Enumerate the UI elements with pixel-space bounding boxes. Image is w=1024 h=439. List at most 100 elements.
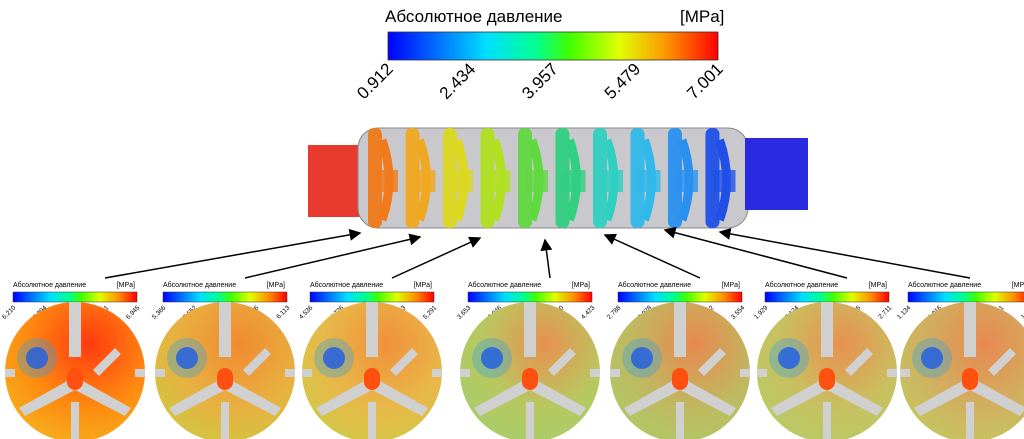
low-pressure-halo (17, 338, 57, 378)
stage-hub (601, 170, 623, 192)
panel: Абсолютное давление[MPa]3.6533.8464.0384… (456, 238, 600, 439)
panel-tick-label: 4.423 (580, 304, 597, 321)
channel-structure (900, 302, 1024, 439)
stage-disk (480, 128, 495, 228)
panel-legend-unit: [MPa] (1012, 282, 1024, 289)
panel-legend-unit: [MPa] (572, 282, 590, 289)
panel-colorbar (617, 291, 743, 303)
hot-core (672, 368, 688, 390)
stage-hub (488, 170, 511, 192)
low-pressure-halo (472, 338, 512, 378)
panel-tick-label: 6.945 (125, 304, 142, 321)
stage-disk (630, 128, 645, 228)
low-pressure-spot (323, 347, 345, 369)
hot-core (522, 368, 538, 390)
stage-disk (593, 128, 607, 228)
main-tick-label: 0.912 (353, 59, 397, 103)
main-tick-label: 7.001 (683, 59, 727, 103)
low-pressure-spot (921, 347, 943, 369)
panel-tick-label: 4.536 (298, 304, 315, 321)
channel-structure (155, 302, 295, 439)
panel-tick-label: 5.366 (151, 304, 168, 321)
panel-tick-label: 6.210 (1, 304, 18, 321)
stage-disk (405, 128, 420, 228)
panel-legend-title: Абсолютное давление (310, 281, 383, 289)
panel-colorbar (12, 291, 138, 303)
stage-disk (668, 128, 682, 228)
channel-structure (757, 302, 897, 439)
stage-disk (368, 128, 382, 228)
low-pressure-spot (26, 347, 48, 369)
leader-arrow (540, 238, 553, 279)
stage-disk (705, 128, 720, 228)
stage-hub (638, 170, 661, 192)
main-colorbar (387, 31, 719, 61)
panel: Абсолютное давление[MPa]6.2106.3946.5776… (1, 228, 362, 439)
panel-colorbar (467, 291, 593, 303)
panel-tick-label: 1.134 (896, 304, 913, 321)
leader-arrow (663, 226, 848, 279)
panel-legend-unit: [MPa] (722, 282, 740, 289)
low-pressure-halo (167, 338, 207, 378)
main-legend-unit: [MPa] (680, 7, 724, 26)
main-tick-label: 3.957 (518, 59, 562, 103)
low-pressure-halo (622, 338, 662, 378)
panel-tick-label: 3.554 (730, 304, 747, 321)
panel-legend-title: Абсолютное давление (13, 281, 86, 289)
panel-colorbar (162, 291, 288, 303)
main-tick-label: 5.479 (601, 59, 645, 103)
panel-legend-unit: [MPa] (414, 282, 432, 289)
main-legend-title: Абсолютное давление (385, 7, 563, 26)
outlet-block (745, 138, 808, 210)
panel: Абсолютное давление[MPa]1.1341.3161.4981… (718, 227, 1024, 439)
panel-legend-title: Абсолютное давление (765, 281, 838, 289)
channel-structure (460, 302, 600, 439)
panel: Абсолютное давление[MPa]4.5364.7264.9145… (298, 236, 482, 439)
panel-tick-label: 1.929 (753, 304, 770, 321)
channel-structure (610, 302, 750, 439)
panel-colorbar (907, 291, 1024, 303)
main-tick-label: 2.434 (436, 59, 480, 103)
panel-tick-label: 6.113 (275, 304, 291, 320)
panel: Абсолютное давление[MPa]2.7882.9783.1703… (603, 233, 750, 439)
panel-legend-title: Абсолютное давление (468, 281, 541, 289)
stage-disk (443, 128, 457, 228)
panel-legend-unit: [MPa] (267, 282, 285, 289)
stage-disk (555, 128, 570, 228)
low-pressure-spot (631, 347, 653, 369)
leader-arrow (603, 233, 701, 279)
channel-structure (5, 302, 145, 439)
channel-structure (302, 302, 442, 439)
low-pressure-halo (912, 338, 952, 378)
low-pressure-spot (778, 347, 800, 369)
stage-hub (563, 170, 586, 192)
panel-legend-unit: [MPa] (117, 282, 135, 289)
stage-hub (713, 170, 736, 192)
low-pressure-spot (176, 347, 198, 369)
leader-arrow (244, 233, 422, 279)
stage-hub (676, 170, 698, 192)
leader-arrow (718, 227, 971, 279)
stage-hub (451, 170, 473, 192)
hot-core (819, 368, 835, 390)
panel-legend-title: Абсолютное давление (163, 281, 236, 289)
leader-arrow (104, 228, 362, 279)
stage-hub (376, 170, 398, 192)
hot-core (962, 368, 978, 390)
machine (308, 127, 808, 229)
stage-hub (413, 170, 436, 192)
stage-hub (526, 170, 548, 192)
panel-tick-label: 2.788 (606, 304, 623, 321)
panel-tick-label: 1.863 (1020, 304, 1024, 321)
low-pressure-halo (314, 338, 354, 378)
hot-core (217, 368, 233, 390)
hot-core (67, 368, 83, 390)
panel-tick-label: 5.291 (422, 304, 439, 321)
stage-disk (518, 128, 532, 228)
panel: Абсолютное давление[MPa]5.3665.5525.7395… (151, 233, 422, 439)
low-pressure-spot (481, 347, 503, 369)
hot-core (364, 368, 380, 390)
panel-legend-title: Абсолютное давление (908, 281, 981, 289)
panel-tick-label: 3.653 (456, 304, 473, 321)
